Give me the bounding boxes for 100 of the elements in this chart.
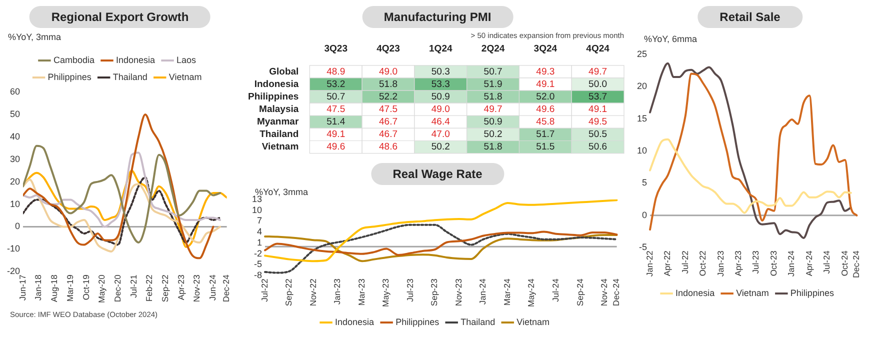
data-label: 50.5 bbox=[588, 129, 608, 140]
x-tick-label: Oct-24 bbox=[839, 250, 850, 276]
legend-label: Philippines bbox=[396, 316, 440, 327]
data-label: 51.5 bbox=[536, 142, 555, 153]
y-tick-label: Indonesia bbox=[254, 78, 300, 90]
x-tick-label: Dec-24 bbox=[221, 274, 232, 302]
y-tick-label: 0 bbox=[642, 210, 648, 220]
legend-label: Vietnam bbox=[516, 316, 550, 327]
y-tick-label: 50 bbox=[10, 108, 20, 119]
data-label: 50.9 bbox=[484, 116, 502, 128]
y-tick-label: 20 bbox=[636, 81, 648, 92]
y-tick-label: 25 bbox=[636, 48, 648, 59]
y-axis-title: %YoY, 3mma bbox=[8, 32, 62, 42]
x-tick-label: May-20 bbox=[96, 274, 107, 303]
x-tick-label: Jul-23 bbox=[750, 250, 761, 274]
y-tick-label: 5 bbox=[642, 178, 648, 188]
y-tick-label: 15 bbox=[636, 113, 648, 124]
line-series bbox=[264, 199, 618, 262]
x-tick-label: Apr-23 bbox=[176, 274, 186, 300]
x-tick-label: Aug-18 bbox=[49, 274, 60, 302]
data-label: 50.3 bbox=[431, 66, 450, 78]
data-label: 51.8 bbox=[379, 78, 398, 90]
y-tick-label: 40 bbox=[10, 131, 20, 142]
legend-label: Laos bbox=[176, 54, 197, 65]
x-tick-label: Oct-19 bbox=[80, 274, 91, 300]
data-label: 49.5 bbox=[588, 116, 608, 128]
legend-label: Thailand bbox=[460, 316, 496, 327]
line-series bbox=[264, 224, 618, 274]
y-axis-title: %YoY, 6mma bbox=[644, 34, 698, 44]
legend-label: Indonesia bbox=[676, 288, 715, 298]
x-tick-label: Mar-24 bbox=[502, 278, 512, 306]
x-tick-label: Oct-22 bbox=[698, 250, 708, 276]
data-label: 50.2 bbox=[431, 142, 450, 153]
x-tick-label: Oct-23 bbox=[768, 250, 778, 276]
x-tick-label: Nov-23 bbox=[453, 278, 464, 306]
y-tick-label: -20 bbox=[6, 266, 20, 276]
y-tick-label: 0 bbox=[14, 221, 20, 232]
data-label: 49.1 bbox=[588, 104, 608, 115]
y-tick-label: -8 bbox=[254, 270, 262, 280]
x-tick-label: Nov-24 bbox=[599, 278, 610, 306]
x-tick-label: Sep-24 bbox=[574, 278, 585, 306]
data-label: 52.0 bbox=[536, 91, 555, 102]
x-tick-label: Jan-23 bbox=[332, 278, 342, 305]
line-series bbox=[23, 113, 214, 260]
y-tick-label: -2 bbox=[254, 248, 262, 258]
y-tick-label: -5 bbox=[638, 242, 648, 252]
y-tick-label: -5 bbox=[254, 259, 262, 270]
x-tick-label: May-24 bbox=[526, 278, 536, 307]
legend-label: Philippines bbox=[790, 288, 834, 298]
data-label: 49.1 bbox=[536, 78, 555, 90]
data-label: 51.7 bbox=[536, 129, 555, 140]
x-tick-label: Jun-17 bbox=[17, 274, 28, 301]
legend-label: Indonesia bbox=[116, 54, 156, 65]
x-tick-label: Jan-23 bbox=[715, 250, 726, 277]
x-tick-label: May-23 bbox=[380, 278, 391, 307]
x-tick-label: Jul-24 bbox=[550, 278, 560, 302]
x-tick-label: Sep-22 bbox=[160, 274, 170, 302]
data-label: 49.6 bbox=[536, 104, 555, 115]
data-label: 50.7 bbox=[326, 91, 346, 102]
x-tick-label: 4Q24 bbox=[586, 43, 610, 54]
y-tick-label: Philippines bbox=[248, 91, 299, 102]
y-tick-label: 10 bbox=[252, 204, 262, 215]
data-label: 47.5 bbox=[379, 104, 398, 115]
y-tick-label: Malaysia bbox=[259, 104, 300, 115]
line-series bbox=[23, 152, 222, 228]
line-series bbox=[649, 138, 852, 214]
y-tick-label: 60 bbox=[10, 86, 20, 96]
x-tick-label: Dec-24 bbox=[851, 250, 862, 278]
legend-label: Philippines bbox=[48, 72, 92, 82]
data-label: 46.7 bbox=[379, 129, 398, 140]
y-tick-label: 30 bbox=[10, 154, 20, 164]
data-label: 50.0 bbox=[588, 78, 608, 90]
x-tick-label: Jan-22 bbox=[644, 250, 654, 277]
data-label: 45.8 bbox=[536, 116, 555, 128]
y-tick-label: 20 bbox=[10, 176, 20, 186]
y-tick-label: 10 bbox=[10, 198, 20, 209]
data-label: 53.3 bbox=[431, 78, 450, 90]
line-series bbox=[264, 234, 618, 262]
x-tick-label: 4Q23 bbox=[376, 43, 400, 54]
y-tick-label: 1 bbox=[256, 237, 262, 248]
data-label: 50.7 bbox=[484, 66, 502, 78]
x-tick-label: 3Q23 bbox=[324, 43, 348, 54]
x-tick-label: 3Q24 bbox=[534, 43, 558, 54]
data-label: 53.2 bbox=[326, 78, 346, 90]
line-series bbox=[264, 230, 618, 256]
data-label: 51.4 bbox=[326, 116, 346, 128]
x-tick-label: Apr-22 bbox=[662, 250, 672, 276]
data-label: 50.9 bbox=[431, 91, 450, 102]
x-tick-label: Sep-22 bbox=[284, 278, 294, 306]
legend-label: Cambodia bbox=[53, 54, 94, 65]
data-label: 53.7 bbox=[588, 91, 608, 102]
data-label: 47.0 bbox=[431, 129, 450, 140]
data-label: 46.4 bbox=[431, 116, 450, 128]
x-tick-label: Jul-21 bbox=[128, 274, 138, 298]
x-tick-label: Apr-24 bbox=[804, 250, 814, 276]
x-tick-label: Nov-23 bbox=[192, 274, 202, 302]
x-tick-label: Dec-24 bbox=[611, 278, 622, 306]
x-tick-label: Mar-19 bbox=[64, 274, 75, 302]
data-label: 50.2 bbox=[484, 129, 502, 140]
data-label: 47.5 bbox=[326, 104, 346, 115]
